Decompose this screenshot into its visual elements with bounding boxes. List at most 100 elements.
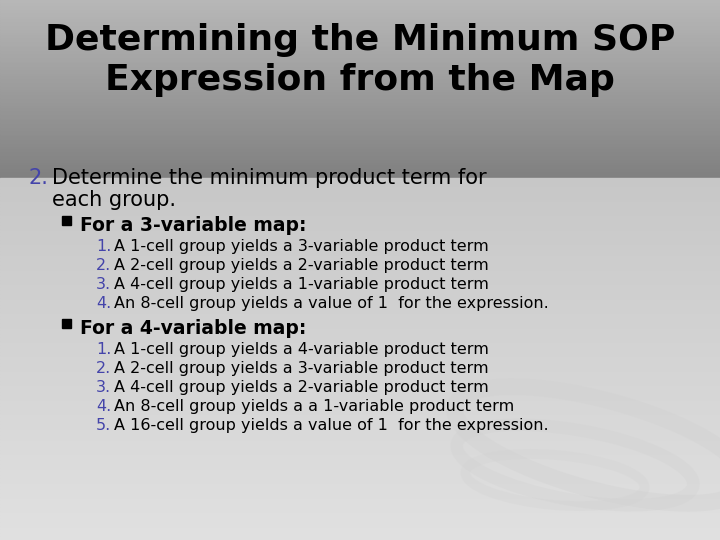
Bar: [0, 287, 720, 291]
Text: An 8-cell group yields a a 1-variable product term: An 8-cell group yields a a 1-variable pr…: [114, 399, 514, 414]
Bar: [0, 377, 720, 381]
Bar: [0, 193, 720, 197]
Bar: [0, 37, 720, 39]
Bar: [0, 189, 720, 193]
Bar: [0, 254, 720, 258]
Bar: [0, 109, 720, 111]
Bar: [0, 71, 720, 73]
Text: 2.: 2.: [28, 168, 48, 188]
Bar: [0, 102, 720, 103]
Bar: [0, 457, 720, 461]
Bar: [0, 438, 720, 442]
Bar: [0, 12, 720, 14]
Bar: [0, 352, 720, 355]
Bar: [0, 475, 720, 478]
Text: For a 3-variable map:: For a 3-variable map:: [80, 216, 307, 235]
Bar: [0, 482, 720, 486]
Bar: [0, 18, 720, 19]
Bar: [0, 395, 720, 399]
Bar: [0, 221, 720, 225]
Bar: [0, 75, 720, 77]
Bar: [0, 388, 720, 392]
Bar: [0, 84, 720, 85]
Text: 3.: 3.: [96, 277, 111, 292]
Text: 4.: 4.: [96, 296, 112, 311]
Bar: [0, 50, 720, 52]
Bar: [0, 381, 720, 384]
Bar: [0, 316, 720, 319]
Bar: [0, 258, 720, 261]
Bar: [0, 500, 720, 504]
Bar: [0, 265, 720, 268]
Bar: [0, 25, 720, 26]
Bar: [0, 68, 720, 70]
Bar: [0, 493, 720, 497]
Bar: [0, 143, 720, 144]
Bar: [0, 26, 720, 29]
Bar: [0, 355, 720, 359]
Bar: [0, 116, 720, 118]
Bar: [0, 232, 720, 236]
Bar: [0, 280, 720, 283]
Bar: [0, 446, 720, 449]
Bar: [0, 170, 720, 171]
Bar: [0, 114, 720, 116]
Bar: [0, 294, 720, 298]
Bar: [0, 77, 720, 78]
Text: A 4-cell group yields a 2-variable product term: A 4-cell group yields a 2-variable produ…: [114, 380, 489, 395]
Bar: [0, 57, 720, 59]
Bar: [0, 370, 720, 374]
Bar: [0, 442, 720, 446]
Bar: [0, 247, 720, 251]
Bar: [0, 338, 720, 341]
Bar: [0, 218, 720, 221]
Bar: [0, 66, 720, 68]
Text: 1.: 1.: [96, 239, 112, 254]
Text: 2.: 2.: [96, 361, 112, 376]
Bar: [0, 392, 720, 395]
Bar: [0, 461, 720, 464]
Bar: [0, 511, 720, 515]
Bar: [0, 173, 720, 174]
Bar: [0, 240, 720, 244]
Bar: [0, 410, 720, 414]
Bar: [0, 39, 720, 41]
Bar: [0, 468, 720, 471]
Bar: [0, 11, 720, 12]
Bar: [0, 123, 720, 125]
Bar: [0, 107, 720, 109]
Bar: [0, 229, 720, 232]
Bar: [0, 0, 720, 2]
Bar: [0, 157, 720, 159]
Bar: [0, 319, 720, 323]
Bar: [0, 424, 720, 428]
Text: A 4-cell group yields a 1-variable product term: A 4-cell group yields a 1-variable produ…: [114, 277, 489, 292]
Text: A 1-cell group yields a 3-variable product term: A 1-cell group yields a 3-variable produ…: [114, 239, 489, 254]
Bar: [0, 166, 720, 167]
Bar: [0, 94, 720, 96]
Bar: [0, 46, 720, 48]
Bar: [0, 141, 720, 143]
Bar: [0, 98, 720, 100]
Bar: [0, 330, 720, 334]
Bar: [0, 312, 720, 316]
Text: each group.: each group.: [52, 190, 176, 210]
Bar: [0, 59, 720, 60]
Bar: [0, 36, 720, 37]
Bar: [0, 125, 720, 126]
Bar: [0, 29, 720, 30]
Bar: [0, 155, 720, 157]
Bar: [0, 23, 720, 25]
Bar: [0, 118, 720, 119]
Bar: [0, 421, 720, 424]
Bar: [0, 359, 720, 363]
Bar: [0, 126, 720, 129]
Bar: [0, 151, 720, 153]
Bar: [0, 34, 720, 36]
Bar: [0, 453, 720, 457]
Bar: [0, 525, 720, 529]
Text: A 16-cell group yields a value of 1  for the expression.: A 16-cell group yields a value of 1 for …: [114, 418, 549, 433]
Bar: [0, 52, 720, 53]
Bar: [0, 431, 720, 435]
Bar: [0, 225, 720, 229]
